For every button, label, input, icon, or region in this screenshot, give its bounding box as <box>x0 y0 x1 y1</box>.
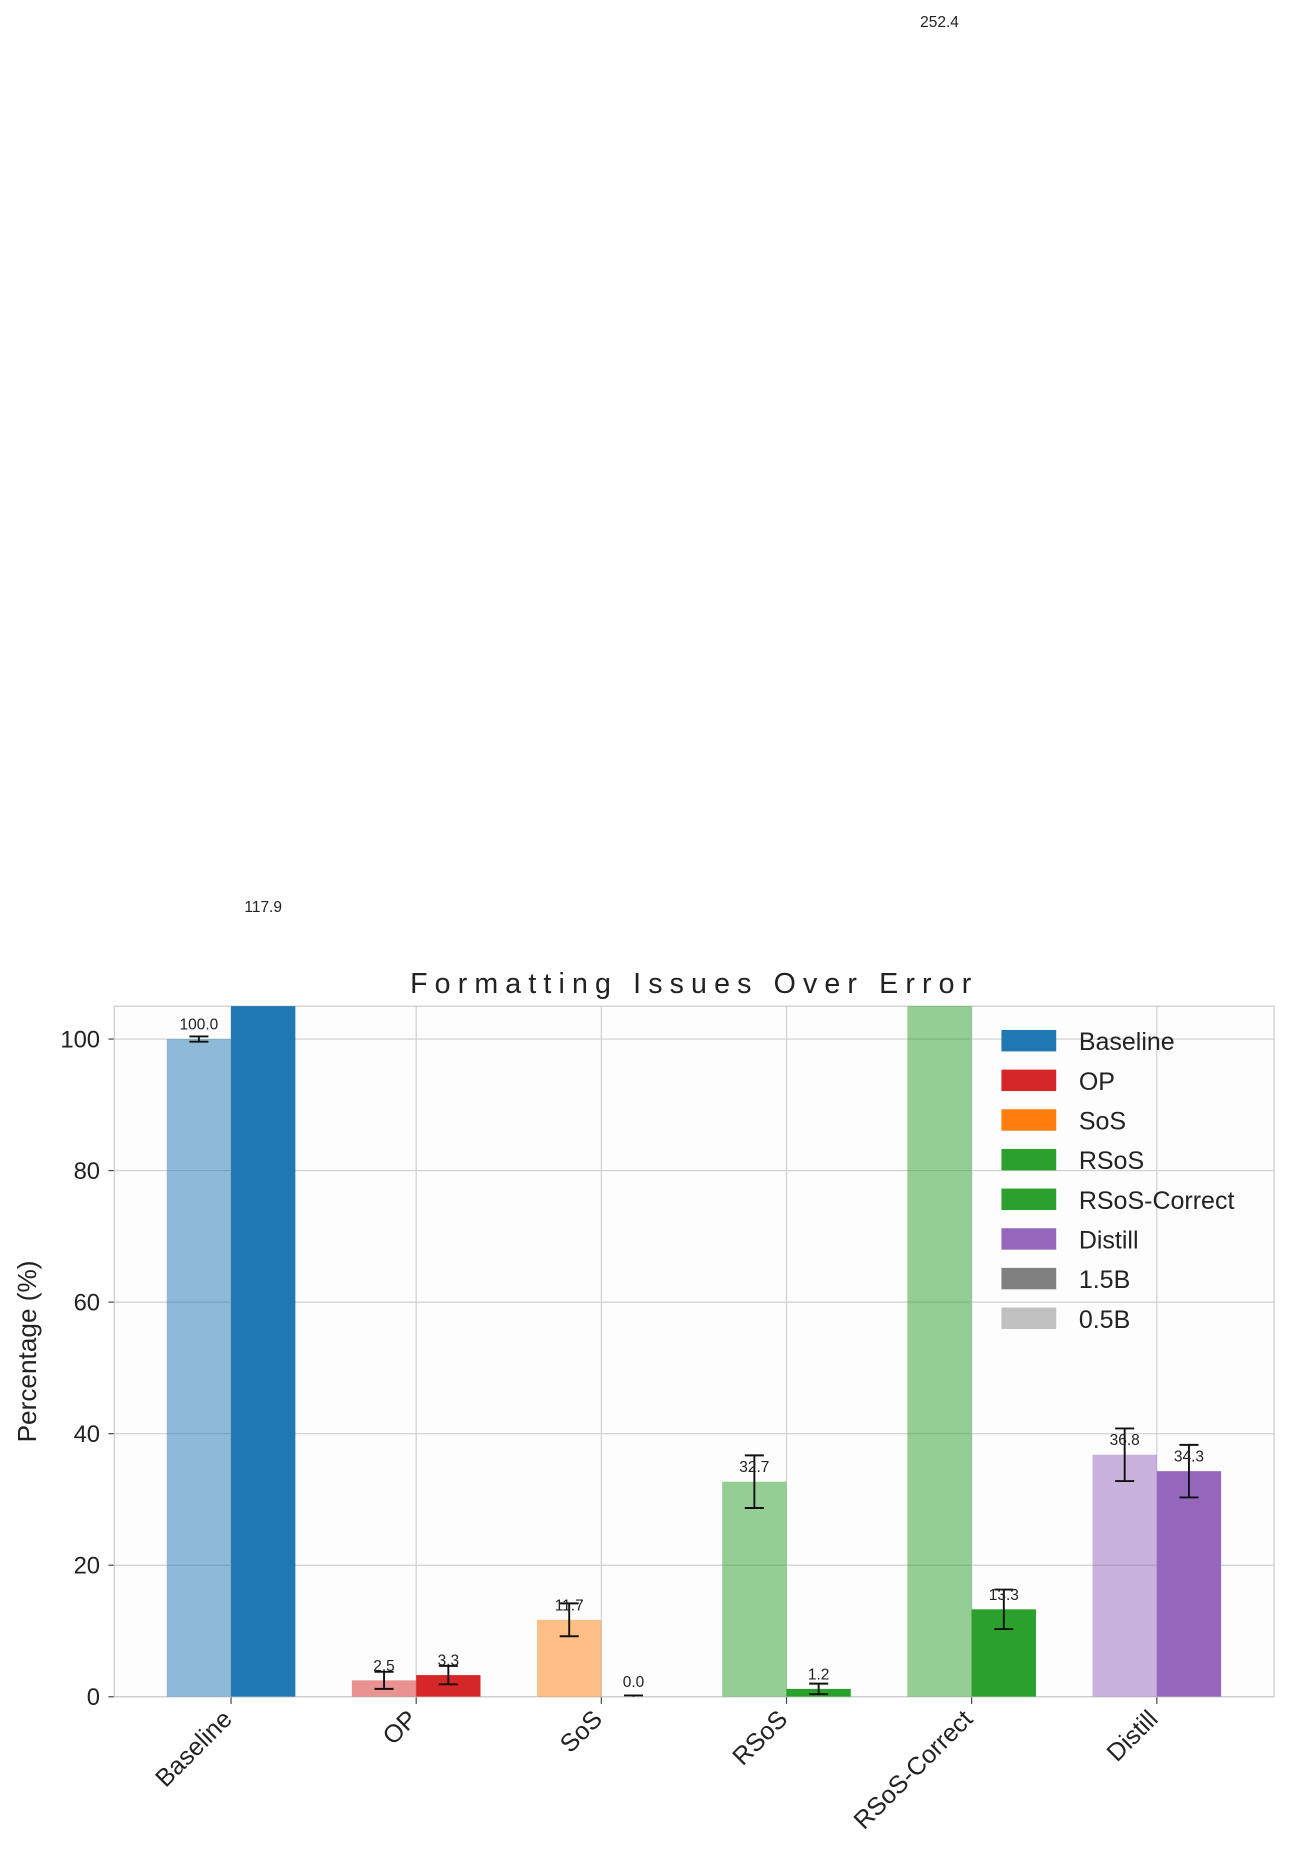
value-label: 2.5 <box>373 1658 395 1675</box>
value-label: 34.3 <box>1174 1449 1204 1466</box>
value-label: 252.4 <box>920 14 959 31</box>
value-label: 1.2 <box>808 1666 830 1683</box>
x-tick-label: Baseline <box>150 1705 238 1793</box>
error-bar <box>1115 1427 1135 1482</box>
y-tick-label: 60 <box>74 1289 100 1316</box>
legend-label: RSoS <box>1079 1147 1144 1175</box>
bar <box>1092 1454 1157 1697</box>
legend-label: SoS <box>1079 1108 1126 1136</box>
bar <box>166 1039 232 1697</box>
y-axis-label: Percentage (%) <box>12 1260 42 1442</box>
value-label: 32.7 <box>739 1459 769 1476</box>
legend-swatch <box>1001 1188 1057 1211</box>
y-tick-label: 80 <box>74 1158 100 1185</box>
value-label: 100.0 <box>180 1017 219 1034</box>
legend: Baseline OP SoS RSoS RSoS-Correct Distill 1.5B… <box>1001 1028 1234 1334</box>
legend-label: Distill <box>1079 1226 1139 1254</box>
error-bar <box>374 1670 394 1690</box>
legend-label: RSoS-Correct <box>1079 1187 1235 1215</box>
x-tick-label: RSoS <box>727 1705 793 1771</box>
bar <box>231 1006 296 1697</box>
y-tick-label: 100 <box>60 1026 100 1053</box>
legend-swatch <box>1001 1109 1057 1131</box>
value-label: 11.7 <box>555 1597 584 1614</box>
plot-border <box>113 1005 1275 1698</box>
error-bar <box>994 1588 1014 1630</box>
legend-swatch <box>1001 1029 1057 1052</box>
error-bar <box>559 1602 579 1638</box>
x-tick-label: Distill <box>1101 1705 1163 1767</box>
legend-swatch <box>1001 1069 1057 1092</box>
legend-label: 1.5B <box>1079 1266 1130 1294</box>
x-tick-label: RSoS-Correct <box>848 1705 978 1835</box>
bar <box>907 1006 972 1697</box>
error-bar <box>809 1682 829 1696</box>
y-tick-label: 20 <box>74 1553 100 1580</box>
legend-label: Baseline <box>1079 1028 1175 1056</box>
legend-swatch <box>1001 1148 1057 1171</box>
chart-title: Formatting Issues Over Error <box>410 968 978 1000</box>
error-bar <box>623 1694 644 1697</box>
legend-swatch <box>1001 1228 1057 1250</box>
plot-area <box>114 1006 1275 1697</box>
y-tick-label: 40 <box>74 1421 100 1448</box>
error-bar <box>189 1035 209 1043</box>
y-tick-label: 0 <box>87 1684 100 1711</box>
labels: 100.0 2.5 11.7 32.7 252.4 36.8 117.9 3.3 0.0 1.2 1… <box>180 14 1204 1691</box>
x-tick-label: OP <box>377 1705 422 1750</box>
bar <box>416 1675 481 1697</box>
value-label: 36.8 <box>1110 1432 1140 1449</box>
value-label: 117.9 <box>244 899 282 916</box>
value-label: 0.0 <box>623 1674 645 1691</box>
bars <box>166 1006 1222 1697</box>
bar <box>722 1481 787 1697</box>
value-label: 13.3 <box>989 1587 1019 1604</box>
error-bar <box>1179 1443 1199 1499</box>
x-tick-label: SoS <box>555 1705 608 1758</box>
bar <box>1156 1471 1222 1697</box>
legend-label: OP <box>1079 1068 1115 1096</box>
legend-label: 0.5B <box>1079 1306 1130 1334</box>
legend-swatch <box>1001 1267 1057 1290</box>
value-label: 3.3 <box>438 1653 460 1670</box>
legend-swatch <box>1001 1307 1057 1329</box>
error-bar <box>438 1664 458 1686</box>
error-bar <box>744 1454 764 1509</box>
